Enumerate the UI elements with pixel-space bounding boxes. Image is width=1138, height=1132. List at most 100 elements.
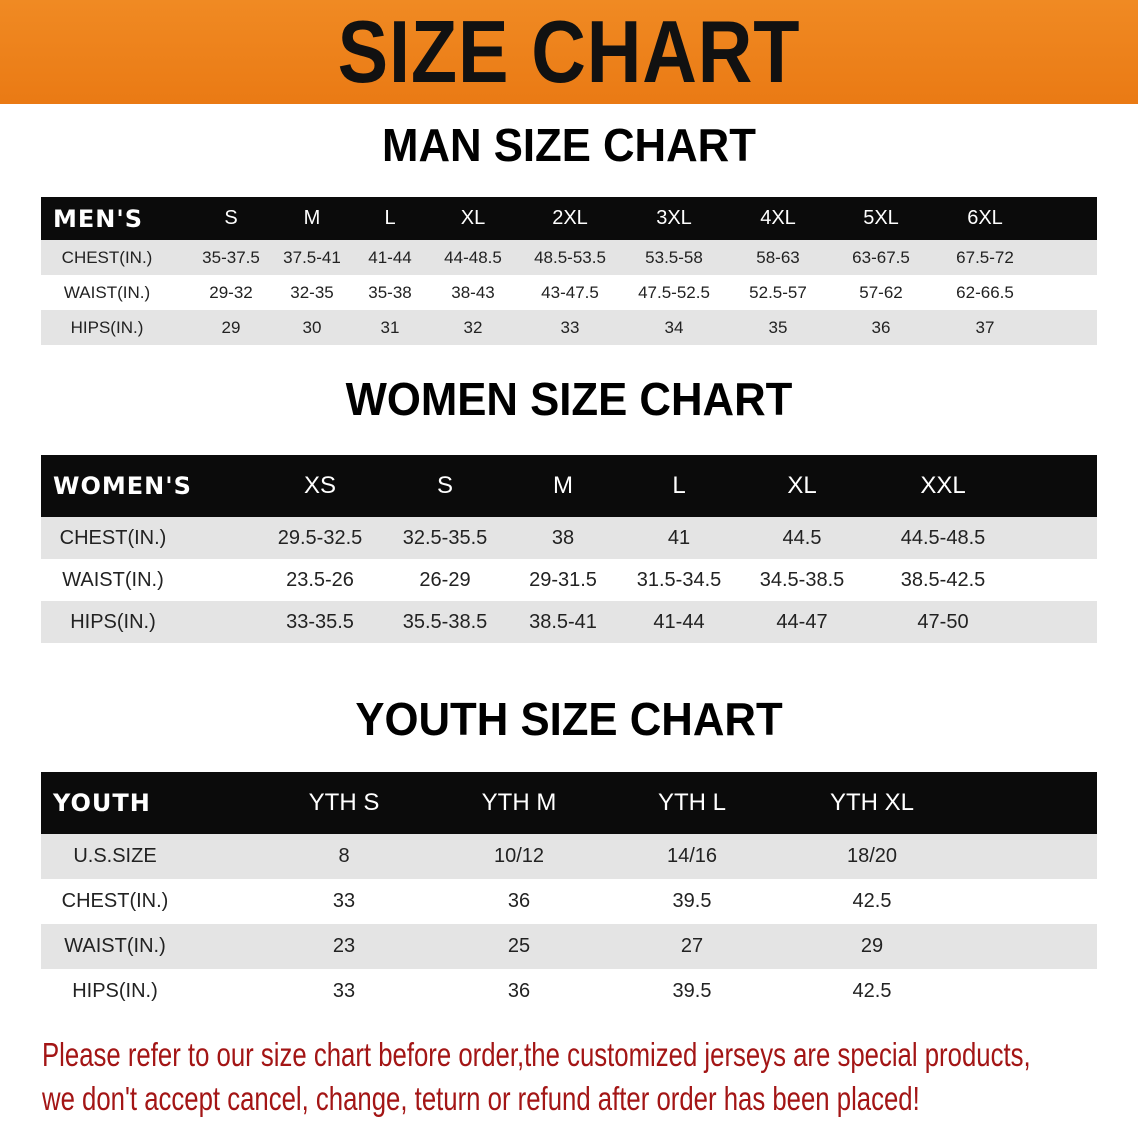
- measurement-value: 35-38: [368, 282, 412, 302]
- measurement-value: 44.5: [782, 526, 822, 549]
- measurement-label: WAIST(IN.): [63, 282, 151, 302]
- measurement-value: 44-47: [776, 610, 828, 633]
- measurement-value: 67.5-72: [956, 247, 1014, 267]
- size-column-header: 2XL: [552, 207, 588, 229]
- measurement-value: 29-32: [209, 282, 253, 302]
- size-column-header: M: [303, 207, 321, 229]
- measurement-value: 31.5-34.5: [636, 568, 722, 591]
- measurement-value: 37: [975, 317, 995, 337]
- table-header-label: WOMEN'S: [53, 472, 192, 500]
- measurement-value: 34.5-38.5: [759, 568, 845, 591]
- size-column-header: S: [224, 207, 238, 229]
- size-column-header: 3XL: [656, 207, 692, 229]
- table-header-label: YOUTH: [53, 789, 151, 817]
- women-section-title: WOMEN SIZE CHART: [345, 373, 793, 425]
- measurement-value: 35-37.5: [202, 247, 260, 267]
- measurement-label: WAIST(IN.): [64, 935, 166, 957]
- measurement-value: 39.5: [672, 890, 712, 912]
- measurement-value: 47.5-52.5: [638, 282, 710, 302]
- measurement-label: WAIST(IN.): [62, 568, 164, 591]
- size-column-header: L: [384, 207, 396, 229]
- measurement-value: 25: [507, 935, 531, 957]
- measurement-value: 39.5: [672, 980, 712, 1002]
- measurement-value: 57-62: [859, 282, 903, 302]
- size-column-header: 5XL: [863, 207, 899, 229]
- measurement-value: 32: [463, 317, 483, 337]
- table-header-label: MEN'S: [53, 204, 143, 233]
- measurement-value: 38: [551, 526, 575, 549]
- table-header: YOUTH YTH S YTH M YTH L YTH XL: [41, 772, 1097, 834]
- measurement-value: 41-44: [653, 610, 705, 633]
- measurement-value: 18/20: [846, 845, 898, 867]
- youth-section-title: YOUTH SIZE CHART: [355, 693, 783, 745]
- table-header: WOMEN'S XS S M L XL XXL: [41, 455, 1097, 517]
- measurement-value: 47-50: [917, 610, 969, 633]
- size-column-header: M: [553, 472, 573, 499]
- measurement-value: 53.5-58: [645, 247, 703, 267]
- table-row: U.S.SIZE 8 10/12 14/16 18/20: [41, 834, 1097, 879]
- measurement-value: 29-31.5: [529, 568, 597, 591]
- size-column-header: YTH M: [481, 789, 557, 816]
- measurement-value: 36: [507, 890, 531, 912]
- measurement-value: 58-63: [756, 247, 800, 267]
- measurement-value: 36: [507, 980, 531, 1002]
- measurement-value: 29.5-32.5: [277, 526, 363, 549]
- measurement-value: 8: [338, 845, 350, 867]
- measurement-value: 42.5: [852, 980, 892, 1002]
- size-column-header: YTH XL: [829, 789, 915, 816]
- measurement-value: 29: [221, 317, 241, 337]
- table-row: CHEST(IN.) 35-37.5 37.5-41 41-44 44-48.5 48.5…: [41, 240, 1097, 275]
- table-row: HIPS(IN.) 29 30 31 32 33 34 35 36 37: [41, 310, 1097, 345]
- youth-size-table: YOUTH YTH S YTH M YTH L YTH XL U.S.SIZE 8 10/12…: [41, 772, 1097, 1015]
- table-row: WAIST(IN.) 23 25 27 29: [41, 924, 1097, 969]
- measurement-value: 23.5-26: [286, 568, 354, 591]
- measurement-value: 14/16: [666, 845, 718, 867]
- measurement-label: HIPS(IN.): [70, 317, 144, 337]
- men-size-table: MEN'S S M L XL 2XL 3XL 4XL 5XL 6XL CHEST(IN.) 35-37…: [41, 197, 1097, 345]
- table-row: HIPS(IN.) 33 36 39.5 42.5: [41, 969, 1097, 1014]
- measurement-value: 32-35: [290, 282, 334, 302]
- size-column-header: XXL: [920, 472, 966, 499]
- measurement-label: CHEST(IN.): [59, 526, 167, 549]
- measurement-value: 38.5-41: [529, 610, 597, 633]
- table-row: WAIST(IN.) 29-32 32-35 35-38 38-43 43-47.5 47.…: [41, 275, 1097, 310]
- size-column-header: L: [672, 472, 686, 499]
- measurement-value: 42.5: [852, 890, 892, 912]
- women-size-table: WOMEN'S XS S M L XL XXL CHEST(IN.) 29.5-32.5 32.5…: [41, 455, 1097, 643]
- measurement-value: 43-47.5: [541, 282, 599, 302]
- size-column-header: S: [436, 472, 454, 499]
- notice-line-2: we don't accept cancel, change, teturn o…: [42, 1080, 920, 1117]
- men-section-title: MAN SIZE CHART: [382, 119, 756, 171]
- size-column-header: YTH S: [308, 789, 380, 816]
- measurement-value: 30: [302, 317, 322, 337]
- measurement-value: 48.5-53.5: [534, 247, 606, 267]
- size-column-header: YTH L: [657, 789, 727, 816]
- measurement-value: 29: [860, 935, 884, 957]
- measurement-value: 41-44: [368, 247, 412, 267]
- size-column-header: XL: [460, 207, 486, 229]
- measurement-value: 33: [332, 980, 356, 1002]
- notice-line-1: Please refer to our size chart before or…: [42, 1036, 1031, 1073]
- measurement-value: 44.5-48.5: [900, 526, 986, 549]
- table-header: MEN'S S M L XL 2XL 3XL 4XL 5XL 6XL: [41, 197, 1097, 240]
- measurement-value: 35.5-38.5: [402, 610, 488, 633]
- measurement-value: 62-66.5: [956, 282, 1014, 302]
- measurement-value: 52.5-57: [749, 282, 807, 302]
- size-column-header: 6XL: [967, 207, 1003, 229]
- measurement-value: 35: [768, 317, 788, 337]
- measurement-value: 33-35.5: [286, 610, 354, 633]
- measurement-value: 33: [560, 317, 580, 337]
- table-row: HIPS(IN.) 33-35.5 35.5-38.5 38.5-41 41-44 44-…: [41, 601, 1097, 643]
- measurement-value: 34: [664, 317, 684, 337]
- measurement-value: 38-43: [451, 282, 495, 302]
- measurement-label: HIPS(IN.): [72, 980, 158, 1002]
- size-column-header: XS: [303, 472, 337, 499]
- measurement-value: 41: [667, 526, 691, 549]
- measurement-label: CHEST(IN.): [61, 247, 153, 267]
- banner: SIZE CHART: [0, 0, 1138, 104]
- table-row: CHEST(IN.) 33 36 39.5 42.5: [41, 879, 1097, 924]
- measurement-value: 23: [332, 935, 356, 957]
- measurement-value: 44-48.5: [444, 247, 502, 267]
- measurement-label: HIPS(IN.): [70, 610, 156, 633]
- measurement-value: 10/12: [493, 845, 545, 867]
